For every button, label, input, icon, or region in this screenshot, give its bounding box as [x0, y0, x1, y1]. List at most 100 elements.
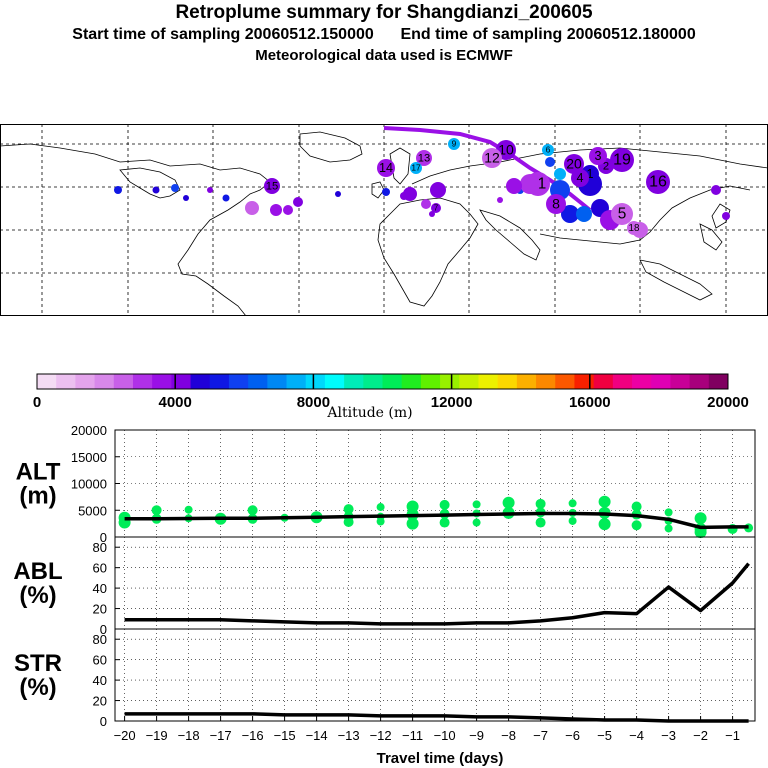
colorbar-cell [440, 374, 460, 389]
cluster-extra [520, 174, 540, 194]
scatter-point [568, 516, 577, 525]
colorbar-cell [420, 374, 441, 389]
panel-frame [114, 628, 756, 722]
cluster-7: 7 [431, 203, 441, 213]
abl-panel: 0 20 40 60 80 ABL(%) [13, 536, 756, 637]
cluster-circle [377, 159, 395, 177]
colorbar-cell [228, 374, 249, 389]
x-tick-label: −18 [178, 728, 200, 743]
cluster-circle [564, 154, 584, 174]
cluster-circle [627, 221, 641, 235]
scatter-point [568, 499, 577, 508]
cluster-9: 9 [448, 138, 460, 150]
colorbar-cell [152, 374, 172, 389]
sampling-times: Start time of sampling 20060512.150000 E… [0, 26, 768, 44]
cluster-number: 7 [434, 203, 439, 212]
colorbar-cell [171, 374, 192, 389]
y-tick-label: 0 [100, 530, 107, 545]
colorbar-cell [382, 374, 403, 389]
scatter-point [439, 499, 450, 510]
colorbar-cell [670, 374, 691, 389]
colorbar-cell [708, 374, 729, 389]
series-line [124, 511, 749, 530]
colorbar-cell [459, 374, 479, 389]
cluster-circle [611, 203, 633, 225]
y-tick-label: 40 [93, 581, 107, 596]
colorbar-cell [37, 374, 57, 389]
colorbar-cell [113, 374, 134, 389]
x-tick-label: −17 [210, 728, 232, 743]
cluster-number: 4 [576, 171, 583, 185]
scatter-point [151, 505, 162, 516]
y-tick-label: 10000 [71, 477, 107, 492]
scatter-point [535, 517, 546, 528]
cluster-12: 12 [482, 148, 502, 168]
scatter-point [343, 504, 354, 515]
colorbar-cell [94, 374, 115, 389]
altitude-colorbar: 0 4000 8000 12000 16000 20000 Altitude (m) [33, 373, 749, 420]
y-tick-label: 60 [93, 561, 107, 576]
x-tick-label: −1 [725, 728, 740, 743]
scatter-point [247, 505, 258, 516]
cluster-extra [293, 197, 303, 207]
scatter-point [406, 500, 419, 513]
cluster-circle [264, 178, 280, 194]
cluster-circle [416, 150, 432, 166]
y-axis-label: ALT [16, 459, 61, 486]
met-data-note: Meteorological data used is ECMWF [255, 47, 513, 64]
x-tick-label: −8 [501, 728, 516, 743]
colorbar-tick-label: 0 [33, 394, 41, 411]
scatter-point [631, 520, 642, 531]
y-tick-label: 40 [93, 673, 107, 688]
colorbar-cell [324, 374, 345, 389]
colorbar-tick-label: 20000 [707, 394, 749, 411]
x-tick-label: −13 [338, 728, 360, 743]
scatter-point [502, 496, 515, 509]
travel-time-axis: −20 −19 −18 −17 −16 −15 −14 −13 −12 −11 −10 −9 −8 −7 −… [114, 716, 740, 767]
cluster-circle [245, 201, 259, 215]
cluster-circle [283, 205, 293, 215]
colorbar-cell [497, 374, 518, 389]
cluster-number: 5 [618, 206, 627, 223]
scatter-point [664, 508, 673, 517]
x-tick-label: −11 [402, 728, 423, 743]
cluster-number: 6 [546, 145, 551, 155]
colorbar-cell [132, 374, 153, 389]
cluster-extra [245, 201, 259, 215]
cluster-17: 17 [410, 162, 422, 174]
cluster-16: 16 [646, 170, 670, 194]
x-tick-label: −15 [274, 728, 296, 743]
colorbar-cell [555, 374, 575, 389]
cluster-circle [431, 203, 441, 213]
scatter-point [406, 517, 419, 530]
cluster-number: 18 [629, 223, 640, 234]
colorbar-cells [37, 374, 729, 389]
scatter-point [376, 503, 385, 512]
colorbar-tick-label: 12000 [431, 394, 473, 411]
y-tick-label: 0 [100, 714, 107, 729]
cluster-number: 12 [484, 150, 500, 166]
cluster-circle [448, 138, 460, 150]
altitude-panel: 0 5000 10000 15000 20000 ALT(m) [16, 423, 756, 545]
cluster-extra [506, 178, 522, 194]
scatter-point [343, 517, 354, 528]
scatter-point [472, 500, 481, 509]
colorbar-tick-label: 4000 [159, 394, 192, 411]
y-axis-unit: (%) [19, 582, 56, 609]
colorbar-cell [56, 374, 76, 389]
scatter-point [694, 526, 707, 539]
colorbar-cell [612, 374, 633, 389]
cluster-3: 3 [589, 147, 607, 165]
start-time: Start time of sampling 20060512.150000 [72, 26, 374, 43]
y-axis-label: STR [14, 650, 62, 677]
panel-frame [114, 536, 756, 630]
x-tick-label: −19 [146, 728, 168, 743]
cluster-circle [542, 144, 554, 156]
cluster-number: 19 [613, 152, 631, 169]
colorbar-cell [75, 374, 96, 389]
cluster-extra [270, 204, 282, 216]
cluster-circle [506, 178, 522, 194]
colorbar-label: Altitude (m) [326, 405, 412, 420]
cluster-markers: 1234567891011121314151617181920 [245, 138, 670, 235]
y-tick-label: 80 [93, 540, 107, 555]
